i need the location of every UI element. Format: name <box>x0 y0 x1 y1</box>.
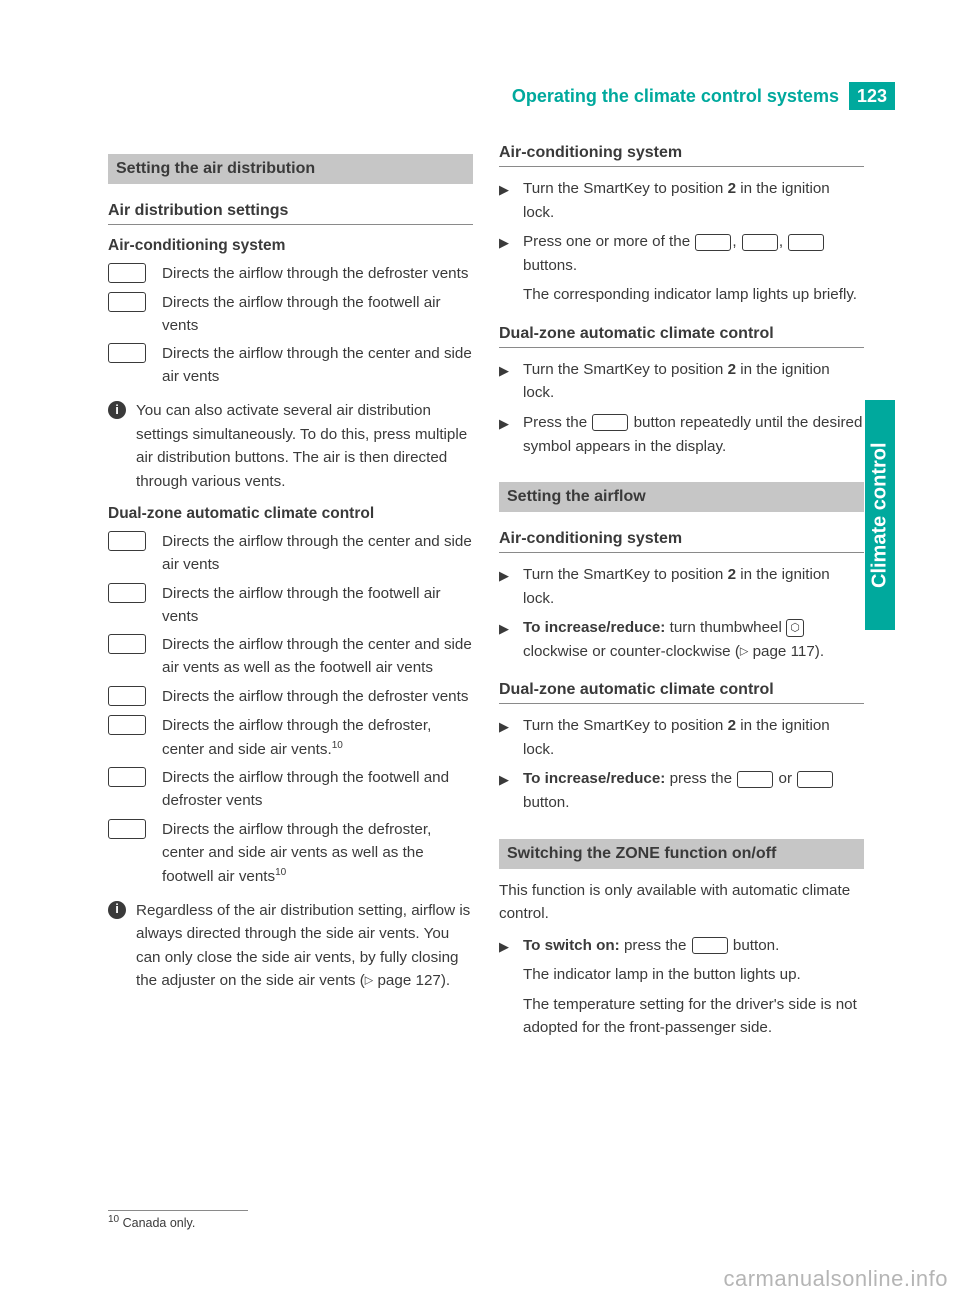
air-dist-row: Directs the airflow through the footwell… <box>108 767 473 813</box>
row-text: Directs the airflow through the footwell… <box>162 767 473 813</box>
step-text: To increase/reduce: turn thumbwheel ⬡ cl… <box>523 616 864 663</box>
section-tab: Climate control <box>865 400 895 630</box>
step-bullet-icon: ▶ <box>499 230 513 277</box>
step-row: ▶ Turn the SmartKey to position 2 in the… <box>499 358 864 405</box>
air-dist-row: Directs the airflow through the center a… <box>108 343 473 389</box>
info-icon: i <box>108 901 126 919</box>
button-icon <box>788 234 824 251</box>
footwell-icon <box>108 583 146 603</box>
step-row: ▶ Press one or more of the , , buttons. <box>499 230 864 277</box>
row-text: Directs the airflow through the footwell… <box>162 583 473 629</box>
button-icon <box>742 234 778 251</box>
step-bullet-icon: ▶ <box>499 411 513 458</box>
defroster-icon <box>108 686 146 706</box>
center-footwell-icon <box>108 634 146 654</box>
row-text: Directs the airflow through the center a… <box>162 634 473 680</box>
row-text: Directs the airflow through the defroste… <box>162 263 473 286</box>
right-column: Air-conditioning system ▶ Turn the Smart… <box>499 140 864 1046</box>
air-dist-row: Directs the airflow through the defroste… <box>108 263 473 286</box>
step-bullet-icon: ▶ <box>499 714 513 761</box>
step-text: Turn the SmartKey to position 2 in the i… <box>523 358 864 405</box>
row-text: Directs the airflow through the footwell… <box>162 292 473 338</box>
step-text: Turn the SmartKey to position 2 in the i… <box>523 563 864 610</box>
step-bullet-icon: ▶ <box>499 177 513 224</box>
section-heading: Setting the airflow <box>499 482 864 512</box>
sub-heading: Air distribution settings <box>108 202 473 225</box>
step-row: ▶ To increase/reduce: press the or butto… <box>499 767 864 814</box>
followup-text: The temperature setting for the driver's… <box>523 993 864 1040</box>
step-text: Turn the SmartKey to position 2 in the i… <box>523 714 864 761</box>
air-dist-row: Directs the airflow through the center a… <box>108 634 473 680</box>
step-row: ▶ To increase/reduce: turn thumbwheel ⬡ … <box>499 616 864 663</box>
page-header: Operating the climate control systems 12… <box>512 82 895 110</box>
info-icon: i <box>108 401 126 419</box>
footwell-defrost-icon <box>108 767 146 787</box>
air-dist-row: Directs the airflow through the defroste… <box>108 686 473 709</box>
header-title: Operating the climate control systems <box>512 82 849 110</box>
step-bullet-icon: ▶ <box>499 934 513 958</box>
decrease-icon <box>797 771 833 788</box>
watermark: carmanualsonline.info <box>723 1266 948 1292</box>
left-column: Setting the air distribution Air distrib… <box>108 140 473 1046</box>
footnote: 10 Canada only. <box>108 1210 248 1230</box>
section-heading: Switching the ZONE function on/off <box>499 839 864 869</box>
page-content: Setting the air distribution Air distrib… <box>108 140 868 1046</box>
info-note: i You can also activate several air dist… <box>108 399 473 493</box>
step-text: Press the button repeatedly until the de… <box>523 411 864 458</box>
followup-text: The corresponding indicator lamp lights … <box>523 283 864 307</box>
intro-text: This function is only available with aut… <box>499 879 864 926</box>
button-icon <box>592 414 628 431</box>
step-row: ▶ Turn the SmartKey to position 2 in the… <box>499 177 864 224</box>
sub-sub-heading: Dual-zone automatic climate control <box>108 505 473 523</box>
step-bullet-icon: ▶ <box>499 616 513 663</box>
followup-text: The indicator lamp in the button lights … <box>523 963 864 987</box>
air-dist-row: Directs the airflow through the defroste… <box>108 715 473 762</box>
info-text: Regardless of the air distribution setti… <box>136 899 473 993</box>
step-row: ▶ Turn the SmartKey to position 2 in the… <box>499 563 864 610</box>
step-text: To increase/reduce: press the or button. <box>523 767 864 814</box>
info-text: You can also activate several air distri… <box>136 399 473 493</box>
center-side-icon <box>108 343 146 363</box>
footwell-icon <box>108 292 146 312</box>
thumbwheel-icon: ⬡ <box>786 619 804 637</box>
row-text: Directs the airflow through the defroste… <box>162 686 473 709</box>
button-icon <box>695 234 731 251</box>
increase-icon <box>737 771 773 788</box>
sub-heading: Air-conditioning system <box>499 530 864 553</box>
step-bullet-icon: ▶ <box>499 767 513 814</box>
zone-button-icon <box>692 937 728 954</box>
step-text: Press one or more of the , , buttons. <box>523 230 864 277</box>
air-dist-row: Directs the airflow through the center a… <box>108 531 473 577</box>
air-dist-row: Directs the airflow through the defroste… <box>108 819 473 888</box>
step-text: To switch on: press the button. <box>523 934 864 958</box>
step-row: ▶ Press the button repeatedly until the … <box>499 411 864 458</box>
sub-heading: Dual-zone automatic climate control <box>499 681 864 704</box>
air-dist-row: Directs the airflow through the footwell… <box>108 583 473 629</box>
defrost-center-side-icon <box>108 715 146 735</box>
row-text: Directs the airflow through the defroste… <box>162 715 473 762</box>
step-bullet-icon: ▶ <box>499 563 513 610</box>
defroster-icon <box>108 263 146 283</box>
row-text: Directs the airflow through the center a… <box>162 343 473 389</box>
step-bullet-icon: ▶ <box>499 358 513 405</box>
section-heading: Setting the air distribution <box>108 154 473 184</box>
step-row: ▶ To switch on: press the button. <box>499 934 864 958</box>
all-vents-icon <box>108 819 146 839</box>
sub-heading: Air-conditioning system <box>499 144 864 167</box>
step-text: Turn the SmartKey to position 2 in the i… <box>523 177 864 224</box>
air-dist-row: Directs the airflow through the footwell… <box>108 292 473 338</box>
sub-heading: Dual-zone automatic climate control <box>499 325 864 348</box>
info-note: i Regardless of the air distribution set… <box>108 899 473 993</box>
sub-sub-heading: Air-conditioning system <box>108 237 473 255</box>
row-text: Directs the airflow through the defroste… <box>162 819 473 888</box>
center-side-icon <box>108 531 146 551</box>
step-row: ▶ Turn the SmartKey to position 2 in the… <box>499 714 864 761</box>
page-number: 123 <box>849 82 895 110</box>
row-text: Directs the airflow through the center a… <box>162 531 473 577</box>
